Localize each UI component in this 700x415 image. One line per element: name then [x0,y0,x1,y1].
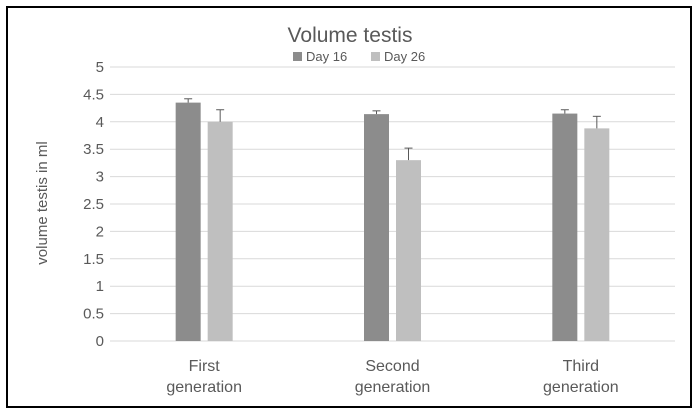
x-category-label-line: generation [355,379,431,396]
legend-label: Day 26 [384,49,425,64]
y-tick-label: 0 [96,333,104,350]
x-category-label-line: First [189,358,221,375]
x-category-label: Third generation [543,358,619,396]
legend-label: Day 16 [306,49,347,64]
y-tick-label: 4 [96,114,104,131]
y-axis-ticks: 0 0.5 1 1.5 2 2.5 3 3.5 4 4.5 5 [83,59,104,350]
x-category-label-line: generation [543,379,619,396]
gridlines [110,66,675,342]
bar-day-26 [396,160,421,341]
y-tick-label: 0.5 [83,306,104,323]
x-axis-categories: First generation Second generation Third gene… [166,358,618,396]
x-category-label-line: Third [563,358,599,375]
y-tick-label: 2.5 [83,196,104,213]
y-tick-label: 2 [96,223,104,240]
y-axis-label: volume testis in ml [34,141,51,264]
x-category-label: First generation [166,358,242,396]
bar-day-16 [552,113,578,341]
legend-swatch [371,52,380,61]
bar-day-16 [364,114,389,342]
bar-day-26 [207,121,233,341]
y-tick-label: 5 [96,59,104,76]
legend: Day 16 Day 26 [293,49,425,64]
y-tick-label: 1 [96,278,104,295]
chart-title: Volume testis [288,24,413,47]
legend-swatch [293,52,302,61]
error-bars [184,98,601,161]
y-tick-label: 3 [96,169,104,186]
x-category-label-line: Second [365,358,419,375]
y-tick-label: 4.5 [83,86,104,103]
bars [175,102,610,342]
y-tick-label: 3.5 [83,141,104,158]
y-tick-label: 1.5 [83,251,104,268]
bar-day-16 [175,102,201,342]
x-category-label: Second generation [355,358,431,396]
x-category-label-line: generation [166,379,242,396]
bar-day-26 [584,128,610,341]
